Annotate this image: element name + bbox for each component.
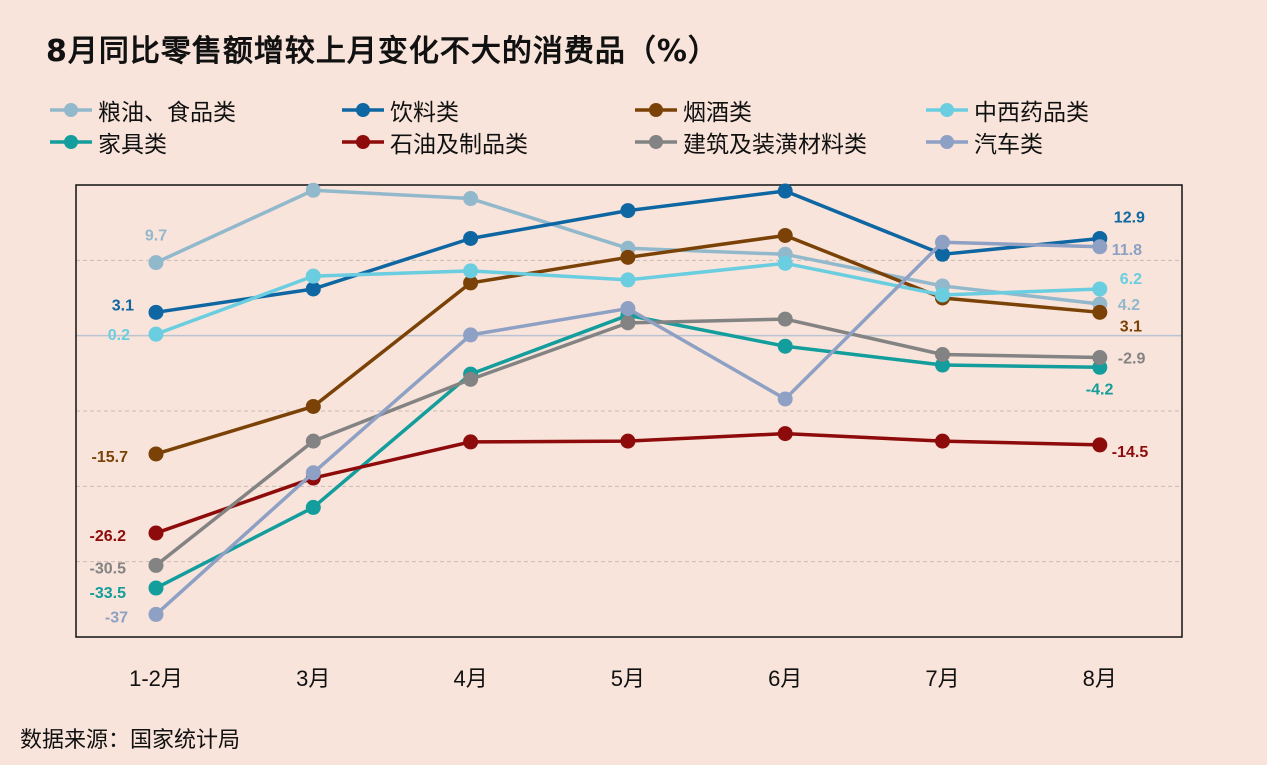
data-point [935,433,950,449]
data-point [777,338,793,354]
data-point [1092,350,1108,366]
data-point [305,499,321,515]
data-point [148,304,164,320]
legend-label: 中西药品类 [974,100,1089,126]
data-point [463,230,479,246]
data-point [148,557,164,573]
legend-label: 汽车类 [974,132,1043,158]
x-tick-label: 4月 [453,666,487,691]
legend-marker-icon [50,135,92,149]
legend-item: 饮料类 [340,95,459,126]
data-point [620,249,636,265]
legend-marker-icon [635,135,677,149]
data-point [620,272,636,288]
data-label: -37 [105,609,128,626]
legend-marker-icon [635,103,677,117]
legend-item: 汽车类 [924,127,1043,158]
data-point [777,311,793,327]
chart-title: 8月同比零售额增较上月变化不大的消费品（%） [46,34,719,69]
data-point [148,580,164,596]
legend-label: 饮料类 [390,100,459,126]
data-point [305,433,321,449]
data-point [463,263,479,279]
data-point [305,268,321,284]
data-point [935,347,950,362]
data-point [777,426,793,442]
data-point [1092,437,1108,453]
data-point [148,525,164,541]
data-point [777,227,793,243]
data-point [305,281,321,297]
data-point [1092,281,1108,297]
x-tick-label: 6月 [768,666,802,691]
data-label: 4.2 [1118,297,1140,314]
data-label: -15.7 [92,449,129,466]
data-point [463,434,479,450]
legend-marker-icon [926,135,968,149]
legend-label: 家具类 [98,132,167,158]
data-label: -4.2 [1086,381,1114,398]
legend-item: 中西药品类 [924,95,1089,126]
data-point [620,315,636,331]
data-label: -26.2 [90,528,127,545]
data-point [305,398,321,414]
legend-item: 建筑及装潢材料类 [633,127,867,158]
data-point [463,327,479,343]
series-line [155,233,1100,456]
x-tick-label: 1-2月 [129,666,183,691]
data-point [305,465,321,481]
data-point [463,191,479,207]
source-note: 数据来源：国家统计局 [20,728,241,753]
legend-label: 粮油、食品类 [98,100,236,126]
data-point [777,183,793,199]
data-point [463,275,479,291]
x-tick-label: 3月 [296,666,330,691]
x-tick-label: 7月 [925,666,959,691]
legend-item: 石油及制品类 [340,127,528,158]
data-label: 6.2 [1120,271,1142,288]
legend-item: 烟酒类 [633,95,752,126]
data-label: -14.5 [1112,444,1149,461]
data-point [620,433,636,449]
data-label: 3.1 [112,297,134,314]
data-label: -2.9 [1118,351,1146,368]
data-point [935,357,950,373]
data-point [1092,304,1108,320]
legend-marker-icon [926,103,968,117]
legend-label: 建筑及装潢材料类 [683,132,867,158]
plot-frame [75,184,1183,638]
data-label: 9.7 [145,228,167,245]
legend-marker-icon [342,103,384,117]
data-label: 3.1 [1120,318,1142,335]
x-tick-label: 5月 [611,666,645,691]
data-label: 12.9 [1114,209,1145,226]
data-point [305,182,321,198]
data-point [777,391,793,407]
data-point [777,255,793,271]
data-point [463,371,479,387]
data-point [935,246,950,262]
legend-marker-icon [50,103,92,117]
legend-label: 石油及制品类 [390,132,528,158]
data-point [148,606,164,622]
data-label: -33.5 [90,585,127,602]
legend-marker-icon [342,135,384,149]
data-point [620,203,636,219]
data-label: -30.5 [90,560,127,577]
data-point [620,301,636,317]
legend-item: 粮油、食品类 [48,95,236,126]
line-chart: 1-2月 3月 4月 5月 6月 7月 8月 9.7 4.2 3.1 12.9 -15.7 3.1 0.2… [75,182,1183,691]
data-label: 0.2 [108,327,130,344]
legend-item: 家具类 [48,127,167,158]
legend-label: 烟酒类 [683,100,752,126]
data-point [148,255,164,271]
data-label: 11.8 [1112,242,1142,259]
data-point [1092,239,1108,255]
data-point [148,446,164,462]
data-point [935,234,950,250]
x-tick-label: 8月 [1083,666,1117,691]
data-point [935,287,950,303]
data-point [148,326,164,342]
